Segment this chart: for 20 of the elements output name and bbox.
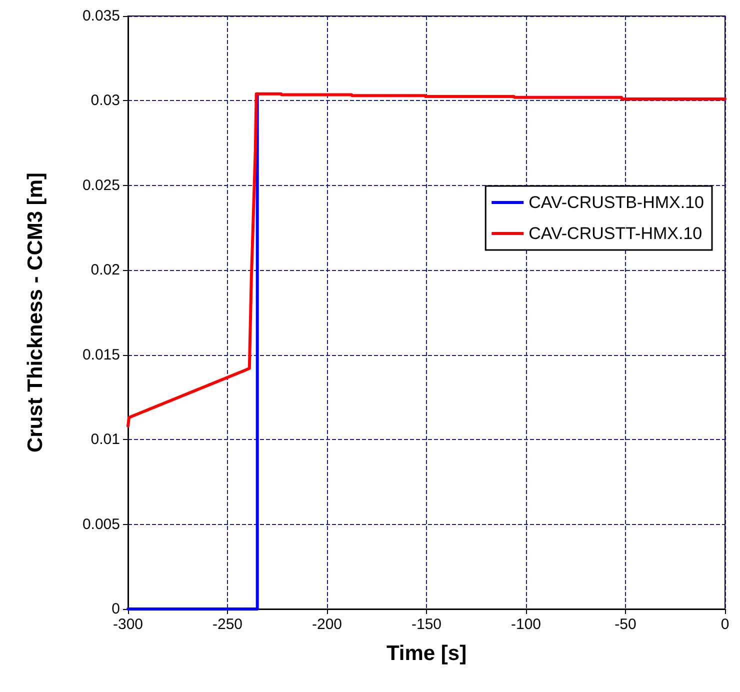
y-tick-label: 0 (112, 600, 120, 618)
y-tick-label: 0.03 (90, 92, 120, 110)
y-tick-label: 0.01 (90, 431, 120, 448)
y-tick-label: 0.025 (82, 176, 120, 194)
x-tick-label: -50 (614, 616, 636, 633)
x-tick-label: -150 (411, 616, 442, 633)
y-tick-label: 0.035 (82, 8, 120, 24)
x-tick-label: -200 (312, 616, 342, 633)
x-tick-label: -300 (112, 616, 144, 633)
y-axis-title: Crust Thickness - CCM3 [m] (24, 172, 47, 453)
y-tick-label: 0.005 (82, 516, 120, 533)
legend-label: CAV-CRUSTB-HMX.10 (528, 193, 704, 212)
y-tick-label: 0.02 (90, 262, 120, 279)
x-tick-label: 0 (720, 616, 730, 633)
x-tick-label: -100 (510, 616, 542, 633)
line-series (126, 92, 726, 428)
x-tick-label: -250 (212, 616, 243, 633)
y-tick-label: 0.015 (82, 346, 120, 364)
legend-label: CAV-CRUSTT-HMX.10 (528, 224, 702, 243)
x-axis-title: Time [s] (386, 642, 467, 665)
